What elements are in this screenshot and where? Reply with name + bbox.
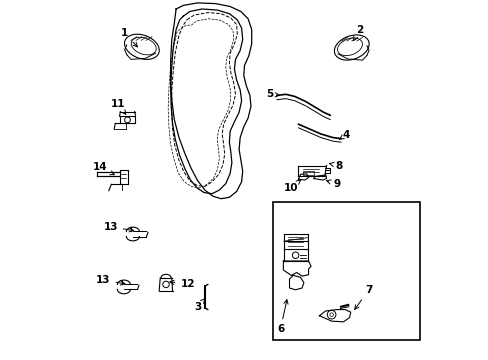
Text: 13: 13 xyxy=(103,222,133,232)
Text: 6: 6 xyxy=(276,300,287,334)
Text: 13: 13 xyxy=(96,275,124,285)
Text: 10: 10 xyxy=(284,180,300,193)
Text: 14: 14 xyxy=(92,162,114,175)
Text: 12: 12 xyxy=(169,279,195,289)
Text: 5: 5 xyxy=(265,89,279,99)
Text: 3: 3 xyxy=(194,299,204,312)
Text: 4: 4 xyxy=(339,130,349,140)
Bar xyxy=(273,202,419,340)
Text: 7: 7 xyxy=(354,285,372,309)
Text: 9: 9 xyxy=(326,179,340,189)
Text: 8: 8 xyxy=(329,161,342,171)
Text: 2: 2 xyxy=(353,24,363,41)
Bar xyxy=(303,171,313,175)
Text: 1: 1 xyxy=(121,28,137,47)
Text: 11: 11 xyxy=(110,99,125,114)
